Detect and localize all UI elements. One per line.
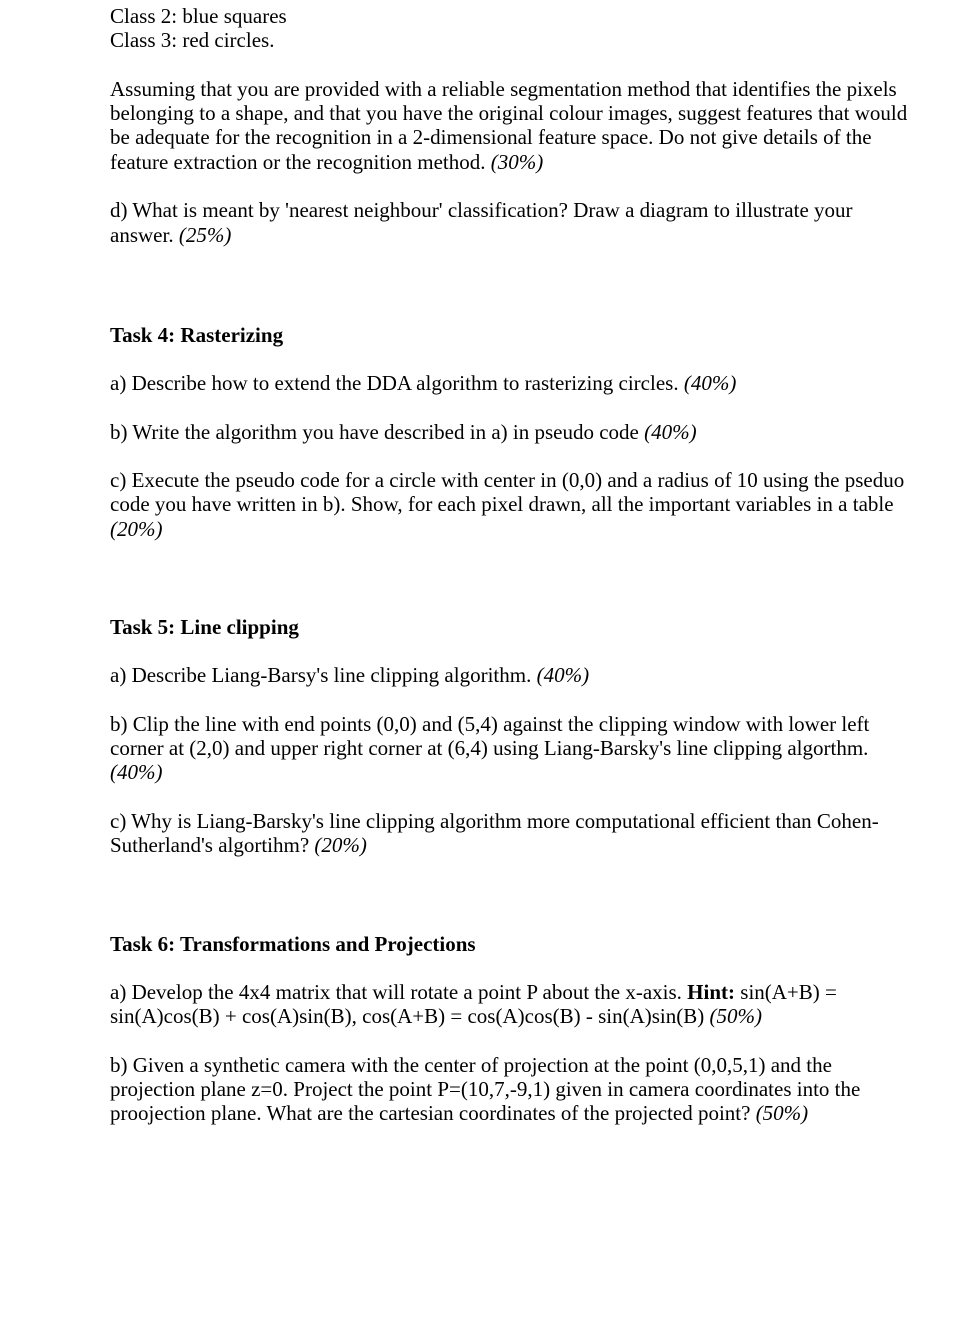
task4-c-pct: (20%) [110, 517, 162, 541]
task4-c: c) Execute the pseudo code for a circle … [110, 468, 908, 541]
task4-a-pct: (40%) [684, 371, 736, 395]
task5-b-text: b) Clip the line with end points (0,0) a… [110, 712, 869, 760]
task6-a-hint-label: Hint: [687, 980, 735, 1004]
task4-title: Task 4: Rasterizing [110, 323, 908, 347]
task5-c-text: c) Why is Liang-Barsky's line clipping a… [110, 809, 879, 857]
task5-c-pct: (20%) [314, 833, 366, 857]
task4-c-text: c) Execute the pseudo code for a circle … [110, 468, 904, 516]
task4-a-text: a) Describe how to extend the DDA algori… [110, 371, 684, 395]
task6-b-text: b) Given a synthetic camera with the cen… [110, 1053, 860, 1126]
task6-b-pct: (50%) [756, 1101, 808, 1125]
intro-paragraph: Assuming that you are provided with a re… [110, 77, 908, 174]
spacer [110, 565, 908, 615]
task5-b-pct: (40%) [110, 760, 162, 784]
task5-title: Task 5: Line clipping [110, 615, 908, 639]
spacer [110, 271, 908, 323]
intro-class3: Class 3: red circles. [110, 28, 908, 52]
spacer [110, 882, 908, 932]
intro-paragraph-pct: (30%) [491, 150, 543, 174]
task4-b: b) Write the algorithm you have describe… [110, 420, 908, 444]
intro-d-pct: (25%) [179, 223, 231, 247]
task6-a-pre: a) Develop the 4x4 matrix that will rota… [110, 980, 687, 1004]
task5-a-pct: (40%) [537, 663, 589, 687]
intro-question-d: d) What is meant by 'nearest neighbour' … [110, 198, 908, 247]
task5-b: b) Clip the line with end points (0,0) a… [110, 712, 908, 785]
intro-class2: Class 2: blue squares [110, 4, 908, 28]
task6-a-pct: (50%) [710, 1004, 762, 1028]
task5-c: c) Why is Liang-Barsky's line clipping a… [110, 809, 908, 858]
task5-a-text: a) Describe Liang-Barsy's line clipping … [110, 663, 537, 687]
task6-b: b) Given a synthetic camera with the cen… [110, 1053, 908, 1126]
task4-a: a) Describe how to extend the DDA algori… [110, 371, 908, 395]
task6-a: a) Develop the 4x4 matrix that will rota… [110, 980, 908, 1029]
task4-b-text: b) Write the algorithm you have describe… [110, 420, 644, 444]
task5-a: a) Describe Liang-Barsy's line clipping … [110, 663, 908, 687]
task4-b-pct: (40%) [644, 420, 696, 444]
task6-title: Task 6: Transformations and Projections [110, 932, 908, 956]
